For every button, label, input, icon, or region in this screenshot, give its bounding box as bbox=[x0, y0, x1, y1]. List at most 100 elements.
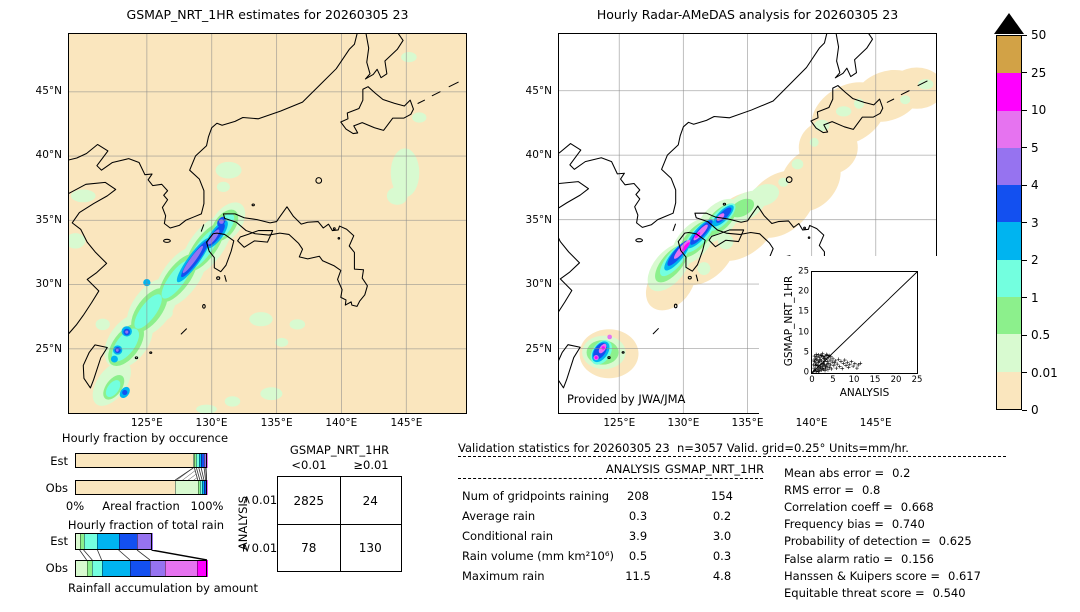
validation-dash-header bbox=[458, 478, 763, 479]
validation-col-analysis: ANALYSIS bbox=[605, 462, 661, 476]
validation-analysis-value: 0.3 bbox=[628, 509, 648, 523]
occurrence-obs-label: Obs bbox=[45, 481, 68, 495]
bar-segment bbox=[201, 453, 206, 468]
bar-segment bbox=[137, 533, 153, 550]
bar-segment bbox=[206, 480, 208, 495]
bar-segment bbox=[75, 480, 176, 495]
bar-segment bbox=[79, 533, 85, 550]
bar-segment bbox=[175, 480, 199, 495]
bar-segment bbox=[194, 453, 198, 468]
bar-segment bbox=[196, 453, 200, 468]
rotated-inequality-glyph: ≥ bbox=[239, 543, 254, 553]
inset-scatter-plot: 0 0 5 5 10 10 15 15 20 20 25 25 bbox=[798, 267, 922, 385]
score-label: Frequency bias = bbox=[784, 517, 884, 532]
bar-segment bbox=[204, 453, 207, 468]
colorbar-tick bbox=[1022, 72, 1027, 74]
lat-tick-label: 25°N bbox=[525, 342, 552, 355]
contingency-cell-10: 78 bbox=[301, 540, 317, 555]
gsmap-map-graphic bbox=[69, 34, 466, 413]
lon-tick-label: 125°E bbox=[130, 417, 163, 429]
contingency-cell-11: 130 bbox=[358, 540, 382, 555]
colorbar-tick-label: 2 bbox=[1031, 253, 1039, 267]
lon-tick-label: 145°E bbox=[390, 417, 423, 429]
flow-connector bbox=[194, 468, 197, 480]
bar-segment bbox=[83, 533, 99, 550]
validation-row-label: Rain volume (mm km²10⁶) bbox=[462, 549, 614, 563]
score-label: Hanssen & Kuipers score = bbox=[784, 568, 941, 583]
lon-tick-label: 125°E bbox=[603, 417, 636, 429]
colorbar-tick-label: 1 bbox=[1031, 290, 1039, 305]
colorbar-tick-label: 0.5 bbox=[1031, 328, 1051, 342]
bar-segment bbox=[199, 480, 204, 495]
contingency-hline bbox=[278, 524, 401, 526]
score-value: 0.617 bbox=[948, 568, 981, 583]
lon-tick-label: 135°E bbox=[731, 417, 764, 429]
flow-connector bbox=[196, 468, 199, 480]
colorbar-segment bbox=[997, 36, 1021, 74]
colorbar-segment bbox=[997, 185, 1021, 223]
contingency-cell-00: 2825 bbox=[293, 493, 325, 508]
validation-gsmap-value: 3.0 bbox=[712, 529, 732, 543]
bar-segment bbox=[130, 560, 151, 577]
bar-segment bbox=[165, 560, 198, 577]
colorbar-segment bbox=[997, 73, 1021, 111]
validation-score-line: Correlation coeff = 0.668 bbox=[784, 500, 934, 514]
colorbar-tick-label: 0.01 bbox=[1031, 365, 1058, 380]
bar-segment bbox=[118, 533, 139, 550]
score-label: Mean abs error = bbox=[784, 466, 885, 480]
colorbar-segment bbox=[997, 371, 1021, 409]
colorbar-tick bbox=[1022, 372, 1027, 374]
scatter-y-tick-label: 0 bbox=[803, 367, 809, 378]
colorbar-tick-label: 50 bbox=[1031, 28, 1047, 42]
flow-hatch bbox=[175, 468, 198, 480]
lat-tick-label: 25°N bbox=[35, 342, 62, 355]
bar-segment bbox=[101, 560, 132, 577]
colorbar-segment bbox=[997, 259, 1021, 298]
left-map-title: GSMAP_NRT_1HR estimates for 20260305 23 bbox=[126, 7, 409, 22]
lat-tick-label: 30°N bbox=[525, 278, 552, 291]
inset-x-axis-label: ANALYSIS bbox=[839, 387, 890, 399]
validation-col-gsmap: GSMAP_NRT_1HR bbox=[664, 462, 765, 476]
scatter-x-tick-label: 0 bbox=[809, 375, 815, 385]
gsmap-precip-map: 45°N 40°N 35°N 30°N 25°N 125°E 130°E 135°E 140°E… bbox=[36, 33, 467, 429]
validation-score-line: RMS error = 0.8 bbox=[784, 483, 880, 497]
colorbar-segment bbox=[997, 110, 1021, 148]
inset-y-axis-label: GSMAP_NRT_1HR bbox=[783, 275, 795, 367]
colorbar-overflow-triangle-icon bbox=[994, 13, 1024, 34]
occurrence-obs-bar bbox=[75, 480, 208, 495]
flow-connector bbox=[199, 468, 202, 480]
scatter-graphic bbox=[812, 272, 917, 373]
areal-fraction-0-label: 0% bbox=[65, 499, 85, 513]
flow-connector bbox=[119, 550, 130, 560]
score-label: Probability of detection = bbox=[784, 534, 931, 549]
validation-analysis-value: 3.9 bbox=[628, 529, 648, 543]
bar-segment bbox=[86, 560, 94, 577]
scatter-y-tick-label: 15 bbox=[798, 306, 809, 317]
scatter-x-tick-label: 20 bbox=[890, 375, 902, 385]
score-value: 0.668 bbox=[900, 500, 934, 515]
lat-tick-label: 40°N bbox=[525, 149, 552, 162]
contingency-table: 2825 24 78 130 bbox=[277, 476, 402, 572]
contingency-col-label-lt: <0.01 bbox=[291, 458, 327, 472]
scatter-y-tick-label: 25 bbox=[798, 266, 809, 277]
lat-tick-label: 45°N bbox=[525, 84, 552, 97]
flow-end-connector bbox=[152, 550, 207, 560]
lat-tick-label: 35°N bbox=[525, 213, 552, 226]
bar-segment bbox=[92, 560, 103, 577]
validation-gsmap-value: 154 bbox=[711, 489, 733, 503]
radar-amedas-map: GSMAP_NRT_1HR 0 0 5 5 10 10 15 15 20 20 25 25 ANALY… bbox=[526, 33, 938, 429]
flow-connector bbox=[175, 468, 193, 480]
flow-connector bbox=[137, 550, 150, 560]
score-label: RMS error = bbox=[784, 483, 854, 498]
areal-fraction-100-label: 100% bbox=[190, 499, 224, 513]
score-value: 0.156 bbox=[901, 551, 934, 566]
identity-line bbox=[812, 272, 917, 373]
colorbar-labels: 50 25 10 5 4 3 2 1 0.5 0.01 0 bbox=[1022, 29, 1078, 416]
score-label: False alarm ratio = bbox=[784, 551, 894, 566]
validation-analysis-value: 208 bbox=[627, 489, 649, 503]
score-label: Equitable threat score = bbox=[784, 585, 925, 600]
bar-segment bbox=[97, 533, 120, 550]
bar-segment bbox=[75, 533, 80, 550]
score-value: 0.740 bbox=[891, 517, 925, 532]
